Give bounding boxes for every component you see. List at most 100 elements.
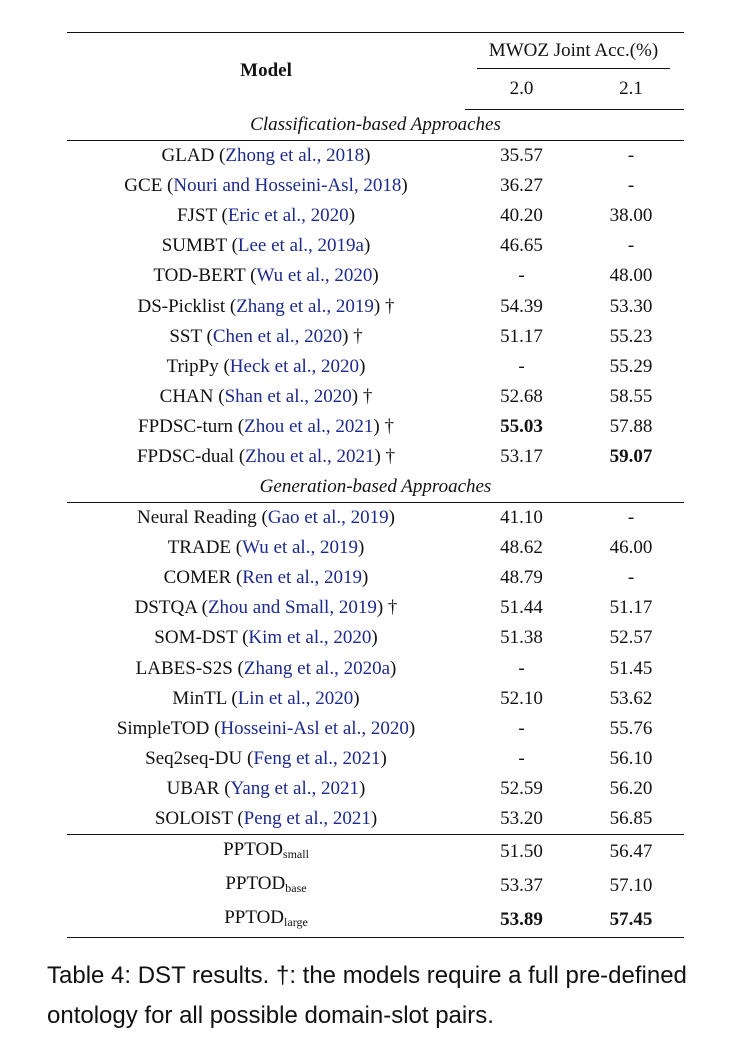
value-mwoz-2-1: - bbox=[627, 145, 635, 167]
model-cell: TRADE (Wu et al., 2019) bbox=[167, 537, 365, 559]
value-mwoz-2-1: 46.00 bbox=[609, 537, 653, 559]
model-cell: SimpleTOD (Hosseini-Asl et al., 2020) bbox=[116, 717, 416, 739]
value-mwoz-2-1: 56.85 bbox=[609, 808, 653, 830]
model-cell: FJST (Eric et al., 2020) bbox=[176, 205, 356, 227]
dagger-mark: † bbox=[385, 295, 395, 317]
model-cell: CHAN (Shan et al., 2020) † bbox=[159, 385, 373, 407]
value-mwoz-2-1: 56.20 bbox=[609, 777, 653, 799]
value-mwoz-2-1: 38.00 bbox=[609, 205, 653, 227]
citation-link[interactable]: Lee et al., 2019a bbox=[237, 235, 364, 257]
model-size-subscript: base bbox=[285, 881, 307, 896]
value-mwoz-2-1: 55.76 bbox=[609, 717, 653, 739]
table-row: FPDSC-turn (Zhou et al., 2021) † 55.03 57.… bbox=[67, 412, 684, 442]
value-mwoz-2-0: - bbox=[518, 657, 525, 679]
citation-link[interactable]: Peng et al., 2021 bbox=[243, 808, 371, 830]
citation-link[interactable]: Eric et al., 2020 bbox=[227, 205, 349, 227]
model-name: COMER bbox=[163, 567, 232, 589]
value-mwoz-2-1: 55.29 bbox=[609, 355, 653, 377]
model-size-subscript: large bbox=[284, 915, 308, 930]
citation-link[interactable]: Hosseini-Asl et al., 2020 bbox=[220, 717, 409, 739]
model-cell: GCE (Nouri and Hosseini-Asl, 2018) bbox=[124, 175, 408, 197]
value-mwoz-2-1: 51.17 bbox=[609, 597, 653, 619]
value-mwoz-2-1: 57.10 bbox=[609, 875, 653, 897]
model-name: PPTOD bbox=[225, 873, 286, 895]
citation-link[interactable]: Chen et al., 2020 bbox=[212, 325, 343, 347]
model-cell: PPTODsmall bbox=[67, 834, 465, 870]
citation-link[interactable]: Zhang et al., 2019 bbox=[236, 295, 374, 317]
model-cell: FPDSC-dual (Zhou et al., 2021) † bbox=[136, 445, 396, 467]
model-cell: FPDSC-turn (Zhou et al., 2021) † bbox=[138, 415, 394, 437]
value-mwoz-2-0: 48.62 bbox=[500, 537, 543, 559]
value-mwoz-2-0: - bbox=[518, 747, 525, 769]
value-mwoz-2-0: 51.50 bbox=[465, 834, 578, 870]
model-cell: SOM-DST (Kim et al., 2020) bbox=[154, 627, 378, 649]
table-row: CHAN (Shan et al., 2020) † 52.68 58.55 bbox=[67, 382, 684, 412]
model-name: GLAD bbox=[161, 145, 215, 167]
citation-link[interactable]: Lin et al., 2020 bbox=[237, 687, 354, 709]
model-cell: LABES-S2S (Zhang et al., 2020a) bbox=[135, 657, 397, 679]
value-mwoz-2-0: 52.68 bbox=[500, 385, 543, 407]
model-cell: DS-Picklist (Zhang et al., 2019) † bbox=[137, 295, 395, 317]
table-row: LABES-S2S (Zhang et al., 2020a) - 51.45 bbox=[67, 654, 684, 684]
value-mwoz-2-1: 57.45 bbox=[578, 903, 684, 939]
citation-link[interactable]: Gao et al., 2019 bbox=[267, 507, 389, 529]
citation-link[interactable]: Heck et al., 2020 bbox=[229, 355, 360, 377]
table-row: TOD-BERT (Wu et al., 2020) - 48.00 bbox=[67, 261, 684, 291]
citation-link[interactable]: Zhang et al., 2020a bbox=[243, 657, 391, 679]
value-mwoz-2-0: - bbox=[518, 355, 525, 377]
section-header-row: Classification-based Approaches bbox=[67, 109, 684, 141]
value-mwoz-2-1: - bbox=[627, 507, 635, 529]
value-mwoz-2-1: 53.62 bbox=[609, 687, 653, 709]
citation-link[interactable]: Yang et al., 2021 bbox=[230, 777, 359, 799]
table-row: GCE (Nouri and Hosseini-Asl, 2018) 36.27 - bbox=[67, 171, 684, 201]
citation-link[interactable]: Ren et al., 2019 bbox=[242, 567, 363, 589]
value-mwoz-2-1: 52.57 bbox=[609, 627, 653, 649]
citation-link[interactable]: Kim et al., 2020 bbox=[248, 627, 372, 649]
value-mwoz-2-0: 52.59 bbox=[500, 777, 543, 799]
model-name: TRADE bbox=[167, 537, 232, 559]
value-mwoz-2-0: 46.65 bbox=[500, 235, 543, 257]
citation-link[interactable]: Wu et al., 2020 bbox=[256, 265, 373, 287]
citation-link[interactable]: Feng et al., 2021 bbox=[253, 747, 381, 769]
citation-link[interactable]: Wu et al., 2019 bbox=[242, 537, 358, 559]
table-row: FJST (Eric et al., 2020) 40.20 38.00 bbox=[67, 201, 684, 231]
model-size-subscript: small bbox=[282, 847, 309, 862]
model-cell: SST (Chen et al., 2020) † bbox=[169, 325, 363, 347]
citation-link[interactable]: Shan et al., 2020 bbox=[224, 385, 352, 407]
table-row: FPDSC-dual (Zhou et al., 2021) † 53.17 59.… bbox=[67, 442, 684, 472]
citation-link[interactable]: Zhou et al., 2021 bbox=[244, 415, 374, 437]
value-mwoz-2-0: 53.17 bbox=[500, 445, 543, 467]
table-row: UBAR (Yang et al., 2021) 52.59 56.20 bbox=[67, 774, 684, 804]
value-mwoz-2-0: 35.57 bbox=[500, 145, 543, 167]
value-mwoz-2-1: 59.07 bbox=[609, 445, 653, 467]
table-caption: Table 4: DST results. †: the models requ… bbox=[47, 962, 687, 1029]
dst-results-table: Model MWOZ Joint Acc.(%) 2.0 2.1 Classif… bbox=[67, 32, 684, 939]
model-name: UBAR bbox=[166, 777, 220, 799]
model-cell: TripPy (Heck et al., 2020) bbox=[166, 355, 366, 377]
table-body: Classification-based Approaches GLAD (Zho… bbox=[67, 109, 684, 939]
value-mwoz-2-1: 55.23 bbox=[609, 325, 653, 347]
value-mwoz-2-1: 53.30 bbox=[609, 295, 653, 317]
model-name: MinTL bbox=[172, 687, 227, 709]
citation-link[interactable]: Zhou and Small, 2019 bbox=[207, 597, 377, 619]
model-name: SOM-DST bbox=[154, 627, 238, 649]
table-row: Neural Reading (Gao et al., 2019) 41.10 - bbox=[67, 503, 684, 534]
model-name: FPDSC-dual bbox=[136, 445, 235, 467]
model-cell: COMER (Ren et al., 2019) bbox=[163, 567, 369, 589]
dagger-mark: † bbox=[384, 415, 394, 437]
table-row: COMER (Ren et al., 2019) 48.79 - bbox=[67, 563, 684, 593]
model-name: SimpleTOD bbox=[116, 717, 210, 739]
value-mwoz-2-1: 56.10 bbox=[609, 747, 653, 769]
table-row-ours: PPTODbase 53.37 57.10 bbox=[67, 869, 684, 903]
metric-group-header: MWOZ Joint Acc.(%) bbox=[465, 32, 684, 69]
model-cell: MinTL (Lin et al., 2020) bbox=[172, 687, 360, 709]
citation-link[interactable]: Zhou et al., 2021 bbox=[245, 445, 375, 467]
model-cell: PPTODbase bbox=[67, 869, 465, 903]
model-name: Neural Reading bbox=[137, 507, 257, 529]
table-row: SOLOIST (Peng et al., 2021) 53.20 56.85 bbox=[67, 804, 684, 835]
citation-link[interactable]: Nouri and Hosseini-Asl, 2018 bbox=[173, 175, 402, 197]
value-mwoz-2-1: - bbox=[627, 175, 635, 197]
value-mwoz-2-0: 53.37 bbox=[500, 875, 543, 897]
model-name: DSTQA bbox=[134, 597, 197, 619]
citation-link[interactable]: Zhong et al., 2018 bbox=[225, 145, 365, 167]
